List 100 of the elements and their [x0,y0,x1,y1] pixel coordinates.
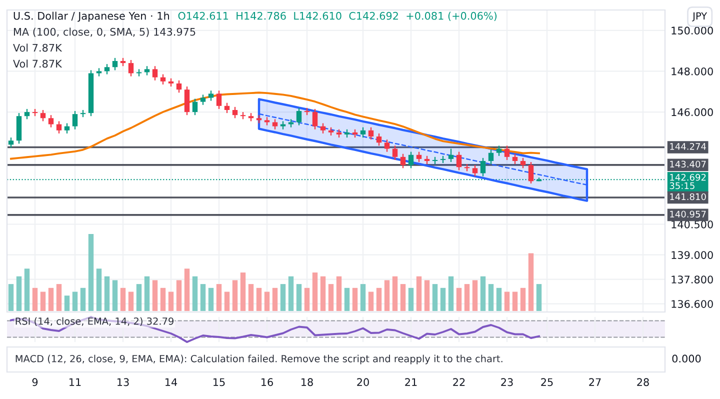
annotation: RSI (14, close, EMA, 14, 2) 32.79 [16,317,174,326]
candlestick [512,153,518,165]
bar [520,288,526,311]
bar [504,292,510,311]
bar [352,288,358,311]
candlestick [152,66,158,81]
candlestick [184,86,190,116]
candlestick [24,108,30,120]
bar [432,284,438,311]
bar [24,268,30,311]
candlestick [384,139,390,152]
bar [120,288,126,311]
bar [232,280,238,311]
bar [408,288,414,311]
bar [272,288,278,311]
candlestick [48,114,54,128]
candlestick [216,90,222,110]
y-tick-label: 148.000 [672,67,713,76]
candlestick [272,118,278,130]
candlestick [392,145,398,161]
bar [216,284,222,311]
bar [32,288,38,311]
bar [424,280,430,311]
candlestick [472,164,478,177]
bar [96,268,102,311]
bar [512,292,518,311]
candlestick [56,120,62,134]
bar [40,292,46,311]
candlestick [72,110,78,130]
x-tick-label: 27 [589,378,601,386]
candlestick [200,94,206,106]
bar [536,284,542,311]
candlestick [456,151,462,171]
candlestick [160,74,166,86]
bar [384,280,390,311]
ref-line-label: 140.957 [670,210,706,218]
candlestick [64,122,70,134]
bar [168,292,174,311]
chart-subtitle: O142.611 H142.786 L142.610 C142.692 +0.081 (+0.06%) [178,12,497,22]
candlestick [360,126,366,138]
x-tick-label: 21 [405,378,417,386]
bar [464,284,470,311]
bar [152,280,158,311]
bar [184,268,190,311]
bar [392,276,398,311]
bar [88,234,94,311]
bar [104,276,110,311]
candlestick [40,109,46,122]
x-tick-label: 16 [262,378,273,386]
bar [400,284,406,311]
bar [480,276,486,311]
bar [416,276,422,311]
ref-line-label: 143.407 [670,160,706,168]
bar [336,276,342,311]
candlestick [232,106,238,119]
candlestick [408,151,414,169]
candlestick [144,66,150,76]
candlestick [312,108,318,130]
y-tick-label: 139.000 [672,251,713,259]
bar [112,280,118,311]
candlestick [376,132,382,146]
ref-line-label: 141.810 [670,193,706,200]
bar [448,276,454,311]
x-tick-label: 25 [541,378,553,386]
y-tick-label: 150.000 [672,26,713,35]
bar [72,292,78,311]
chart-title: U.S. Dollar / Japanese Yen · 1h [14,12,169,22]
annotation: Vol 7.87K [13,60,62,68]
bar [328,284,334,311]
candlestick [488,149,494,165]
bar [496,288,502,311]
bar [456,288,462,311]
bar [264,292,270,311]
x-tick-label: 9 [32,378,38,386]
bar [368,292,374,311]
bar [16,276,22,311]
candlestick [104,64,110,75]
bar [80,288,86,311]
bar [144,276,150,311]
bar [208,288,214,311]
bar [192,276,198,311]
bar [56,284,62,311]
candlestick [416,151,422,163]
bar [176,280,182,311]
bar [136,284,142,311]
bar [288,276,294,311]
x-tick-label: 15 [214,378,225,386]
ref-line-label: 142.692 35:15 [670,174,706,190]
bar [248,284,254,311]
x-tick-label: 14 [166,378,178,386]
bar [488,284,494,311]
candlestick [112,57,118,71]
bar [48,288,54,311]
candlestick [448,148,454,163]
text: 0.000 [672,354,701,363]
bar [296,284,302,311]
bar [472,280,478,311]
bar [320,276,326,311]
bar [256,288,262,311]
bar [360,284,366,311]
